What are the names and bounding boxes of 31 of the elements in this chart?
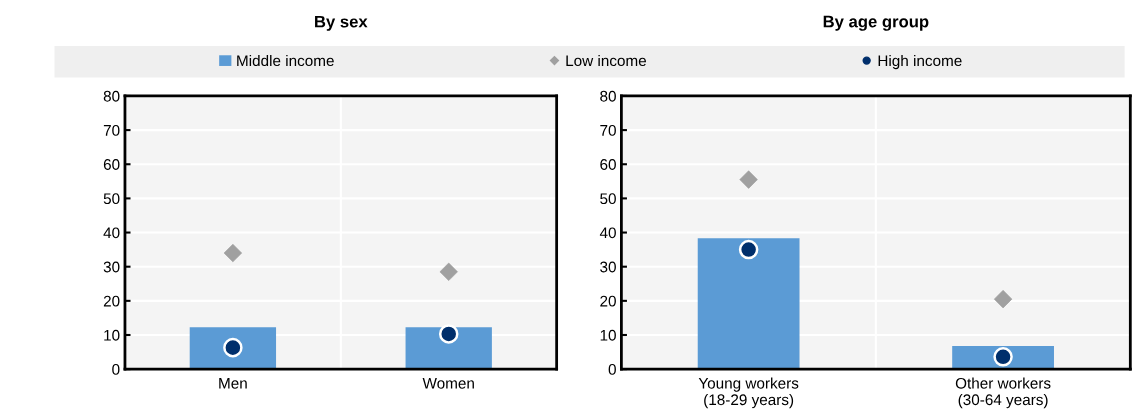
y-tick-label: 0 [112,364,120,375]
y-tick-label: 70 [600,124,616,136]
y-tick-label: 20 [600,295,616,307]
y-tick-label: 80 [600,90,616,102]
legend-label: Low income [566,54,646,67]
point [223,337,243,358]
y-tick-label: 10 [600,329,616,341]
y-tick-label: 70 [103,124,120,136]
y-tick-label: 50 [600,193,616,205]
legend-label: Middle income [237,54,334,67]
x-tick-label: Young workers (18-29 years) [698,377,799,409]
y-tick-label: 40 [103,227,120,239]
legend-label: High income [878,54,962,70]
chart-title: By sex [315,15,368,31]
y-tick-label: 30 [103,261,120,273]
y-tick-label: 30 [600,261,616,273]
x-tick-label: Women [422,378,474,389]
y-tick-label: 50 [103,193,120,205]
point [738,239,759,260]
y-tick-label: 60 [103,159,120,170]
x-tick-label: Other workers (30-64 years) [955,377,1051,409]
y-tick-label: 0 [608,364,616,375]
point [438,324,459,344]
y-tick-label: 20 [103,295,120,307]
y-tick-label: 80 [103,90,120,102]
chart-title: By age group [823,15,929,31]
y-tick-label: 40 [599,227,616,239]
y-tick-label: 60 [600,159,616,170]
x-tick-label: Men [219,378,247,389]
y-tick-label: 10 [104,329,120,341]
point [993,347,1013,367]
